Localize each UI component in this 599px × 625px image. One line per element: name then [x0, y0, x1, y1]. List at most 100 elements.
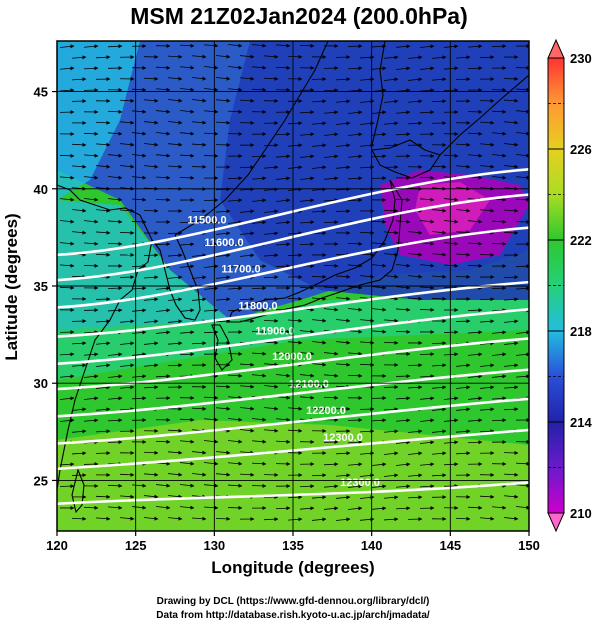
- wind-arrow: [503, 407, 519, 412]
- wind-arrow: [323, 88, 339, 93]
- wind-arrow: [155, 87, 171, 92]
- colorbar-top-triangle: [547, 38, 565, 59]
- colorbar-tick-label: 218: [570, 324, 592, 339]
- wind-arrow: [227, 417, 243, 422]
- wind-arrow: [275, 439, 291, 444]
- wind-arrow: [107, 153, 123, 158]
- wind-arrow: [299, 43, 315, 48]
- wind-arrow: [371, 263, 387, 268]
- wind-arrow: [371, 132, 387, 137]
- wind-arrow: [467, 418, 483, 423]
- wind-arrow: [275, 176, 291, 181]
- wind-arrow: [263, 428, 279, 433]
- wind-arrow: [299, 506, 315, 511]
- wind-arrow: [515, 131, 529, 136]
- wind-arrow: [119, 494, 135, 499]
- wind-arrow: [311, 143, 327, 148]
- wind-arrow: [395, 307, 411, 312]
- wind-arrow: [143, 76, 159, 81]
- wind-arrow: [155, 308, 171, 313]
- wind-arrow: [71, 363, 87, 368]
- coastline-taiwan: [71, 468, 85, 514]
- wind-arrow: [215, 253, 231, 258]
- wind-arrow: [167, 120, 183, 125]
- wind-arrow: [299, 132, 315, 137]
- wind-arrow: [383, 77, 399, 82]
- wind-arrow: [419, 462, 435, 467]
- wind-arrow: [419, 110, 435, 115]
- wind-arrow: [407, 296, 423, 301]
- wind-arrow: [131, 109, 147, 114]
- wind-arrow: [419, 440, 435, 445]
- x-tick-label: 135: [282, 538, 304, 553]
- wind-arrow: [215, 275, 231, 280]
- wind-arrow: [335, 451, 351, 456]
- wind-arrow: [191, 253, 207, 258]
- wind-arrow: [203, 242, 219, 247]
- wind-arrow: [323, 263, 339, 268]
- wind-arrow: [275, 329, 291, 334]
- wind-arrow: [455, 55, 471, 60]
- wind-arrow: [107, 352, 123, 357]
- wind-arrow: [239, 253, 255, 258]
- colorbar-ticks: 210 214 218 222 226 230: [548, 51, 592, 521]
- wind-arrow: [503, 472, 519, 477]
- wind-arrow: [143, 275, 159, 280]
- wind-arrow: [419, 418, 435, 423]
- wind-arrow: [215, 384, 231, 389]
- wind-arrow: [311, 99, 327, 104]
- wind-arrow: [83, 505, 99, 510]
- wind-arrow: [95, 363, 111, 368]
- wind-arrow: [167, 341, 183, 346]
- wind-arrow: [479, 516, 495, 521]
- wind-arrow: [347, 66, 363, 71]
- wind-arrow: [263, 275, 279, 280]
- wind-arrow: [287, 384, 303, 389]
- height-contour: [57, 168, 529, 257]
- wind-arrow: [503, 494, 519, 499]
- wind-arrow: [203, 395, 219, 400]
- wind-arrow: [119, 472, 135, 477]
- wind-arrow: [311, 165, 327, 170]
- contour-label: 11500.0: [187, 215, 226, 227]
- wind-arrow: [131, 483, 147, 488]
- wind-arrow: [263, 253, 279, 258]
- wind-arrow: [215, 450, 231, 455]
- wind-arrow: [443, 396, 459, 401]
- wind-arrow: [347, 88, 363, 93]
- wind-arrow: [191, 209, 207, 214]
- wind-arrow: [431, 274, 447, 279]
- wind-arrow: [455, 516, 471, 521]
- wind-arrow: [131, 286, 147, 291]
- wind-arrow: [335, 517, 351, 522]
- wind-arrow: [131, 153, 147, 158]
- height-contour: [57, 428, 529, 471]
- wind-arrow: [491, 131, 507, 136]
- coastline-primorye: [174, 41, 329, 236]
- wind-arrow: [143, 385, 159, 390]
- wind-arrow: [287, 165, 303, 170]
- wind-arrow: [383, 252, 399, 257]
- wind-arrow: [407, 121, 423, 126]
- wind-arrow: [407, 451, 423, 456]
- wind-arrow: [131, 219, 147, 224]
- wind-arrow: [131, 505, 147, 510]
- wind-arrow: [287, 121, 303, 126]
- wind-arrow: [227, 373, 243, 378]
- wind-arrow: [479, 407, 495, 412]
- contour-label: 12200.0: [306, 405, 346, 417]
- wind-arrow: [203, 131, 219, 136]
- wind-arrow: [371, 219, 387, 224]
- wind-arrow: [371, 110, 387, 115]
- wind-arrow: [515, 352, 529, 357]
- wind-arrow: [179, 87, 195, 92]
- wind-arrow: [119, 385, 135, 390]
- wind-arrow: [299, 373, 315, 378]
- wind-arrow: [347, 154, 363, 159]
- wind-arrow: [311, 296, 327, 301]
- wind-arrow: [263, 54, 279, 59]
- wind-arrow: [419, 241, 435, 246]
- wind-arrow: [167, 319, 183, 324]
- wind-arrow: [467, 396, 483, 401]
